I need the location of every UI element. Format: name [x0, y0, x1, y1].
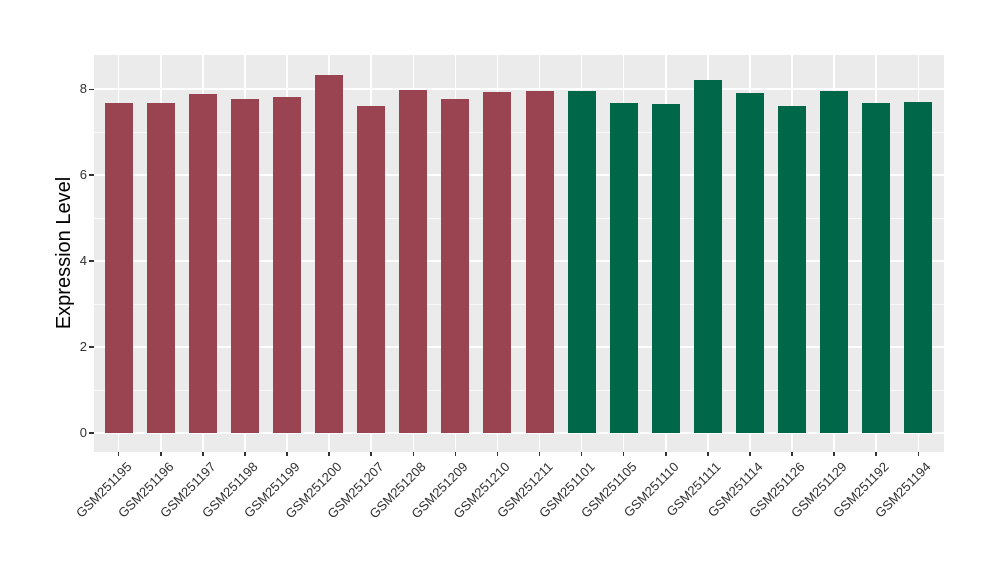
bar-GSM251199 [273, 97, 302, 434]
x-tick-GSM251198 [244, 451, 246, 456]
gridline-minor-y5 [93, 217, 944, 219]
x-tick-GSM251114 [749, 451, 751, 456]
bar-GSM251209 [441, 99, 470, 433]
x-tick-GSM251192 [875, 451, 877, 456]
x-tick-GSM251209 [454, 451, 457, 456]
x-tick-GSM251126 [791, 451, 793, 456]
bar-GSM251101 [567, 91, 596, 433]
x-tick-GSM251210 [496, 451, 499, 456]
bar-GSM251211 [525, 91, 554, 434]
bar-GSM251208 [399, 89, 428, 433]
y-tick-label-2: 2 [79, 339, 87, 355]
x-tick-GSM251111 [707, 451, 709, 456]
bar-GSM251110 [651, 103, 680, 434]
x-tick-GSM251197 [202, 451, 204, 456]
x-tick-GSM251208 [412, 451, 415, 456]
y-tick-6 [89, 174, 94, 176]
bar-GSM251200 [315, 74, 344, 434]
y-tick-2 [89, 346, 94, 348]
bar-GSM251194 [904, 101, 933, 433]
y-tick-4 [89, 260, 94, 262]
bar-GSM251197 [188, 94, 217, 433]
x-tick-GSM251195 [117, 451, 120, 456]
y-tick-label-0: 0 [79, 425, 87, 441]
gridline-major-y4 [93, 260, 944, 263]
bar-GSM251111 [693, 79, 722, 434]
plot-panel [93, 54, 944, 452]
y-tick-label-6: 6 [79, 167, 87, 183]
bar-GSM251114 [735, 92, 764, 434]
gridline-major-y0 [93, 432, 944, 434]
bar-GSM251210 [483, 92, 512, 433]
x-tick-GSM251196 [160, 451, 162, 456]
gridline-major-y8 [93, 88, 944, 91]
x-tick-GSM251207 [370, 451, 372, 456]
gridline-major-y6 [93, 174, 944, 177]
x-tick-GSM251199 [286, 451, 288, 456]
x-tick-GSM251194 [917, 451, 919, 456]
x-tick-GSM251110 [665, 451, 667, 456]
gridline-minor-y3 [93, 303, 944, 305]
bar-GSM251129 [820, 90, 849, 433]
y-tick-label-4: 4 [79, 253, 87, 269]
bar-GSM251126 [778, 106, 806, 434]
x-tick-GSM251129 [833, 451, 835, 456]
x-tick-GSM251211 [538, 451, 541, 456]
y-tick-8 [89, 88, 94, 91]
y-tick-0 [89, 432, 94, 434]
gridline-minor-y7 [93, 131, 944, 133]
bar-GSM251198 [230, 98, 259, 434]
bar-GSM251196 [146, 103, 175, 433]
y-tick-label-8: 8 [79, 81, 87, 97]
bar-GSM251192 [862, 102, 891, 433]
bar-GSM251207 [357, 106, 386, 434]
gridline-major-y2 [93, 346, 944, 348]
gridline-minor-y1 [93, 389, 944, 391]
x-tick-GSM251200 [328, 451, 330, 456]
bar-GSM251105 [609, 102, 638, 433]
x-tick-GSM251105 [622, 451, 625, 456]
x-tick-GSM251101 [580, 451, 583, 456]
bar-GSM251195 [104, 102, 133, 433]
